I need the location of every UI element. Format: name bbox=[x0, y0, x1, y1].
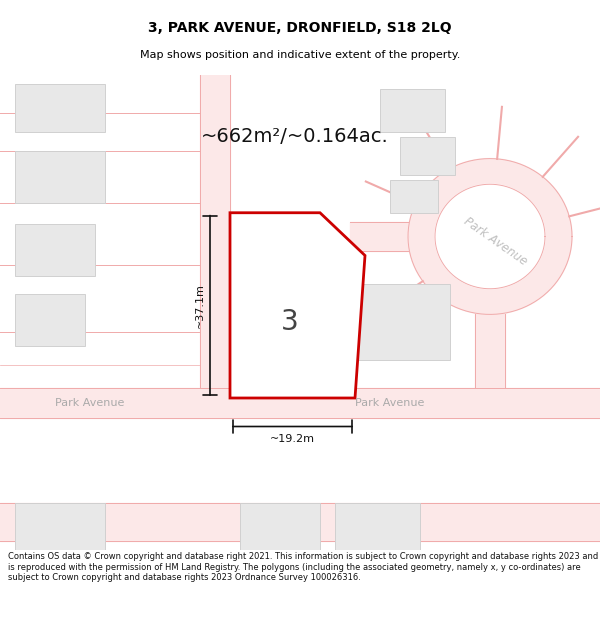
Bar bbox=[15, 151, 105, 203]
Text: ~37.1m: ~37.1m bbox=[195, 283, 205, 328]
Polygon shape bbox=[408, 159, 572, 314]
Bar bbox=[400, 137, 455, 175]
Text: Contains OS data © Crown copyright and database right 2021. This information is : Contains OS data © Crown copyright and d… bbox=[8, 552, 598, 582]
Text: 3: 3 bbox=[281, 308, 299, 336]
Text: ~19.2m: ~19.2m bbox=[270, 434, 315, 444]
Bar bbox=[390, 179, 438, 213]
Text: 3, PARK AVENUE, DRONFIELD, S18 2LQ: 3, PARK AVENUE, DRONFIELD, S18 2LQ bbox=[148, 21, 452, 35]
Text: ~662m²/~0.164ac.: ~662m²/~0.164ac. bbox=[201, 127, 389, 146]
Bar bbox=[335, 503, 420, 550]
Bar bbox=[15, 294, 85, 346]
Bar bbox=[15, 503, 105, 550]
Text: Park Avenue: Park Avenue bbox=[461, 214, 529, 268]
Bar bbox=[15, 84, 105, 132]
Text: Park Avenue: Park Avenue bbox=[55, 398, 125, 408]
Text: Park Avenue: Park Avenue bbox=[355, 398, 425, 408]
Polygon shape bbox=[230, 213, 365, 398]
Polygon shape bbox=[435, 184, 545, 289]
Bar bbox=[380, 89, 445, 132]
Bar bbox=[15, 224, 95, 276]
Bar bbox=[240, 503, 320, 550]
Text: Map shows position and indicative extent of the property.: Map shows position and indicative extent… bbox=[140, 50, 460, 60]
Bar bbox=[355, 284, 450, 360]
